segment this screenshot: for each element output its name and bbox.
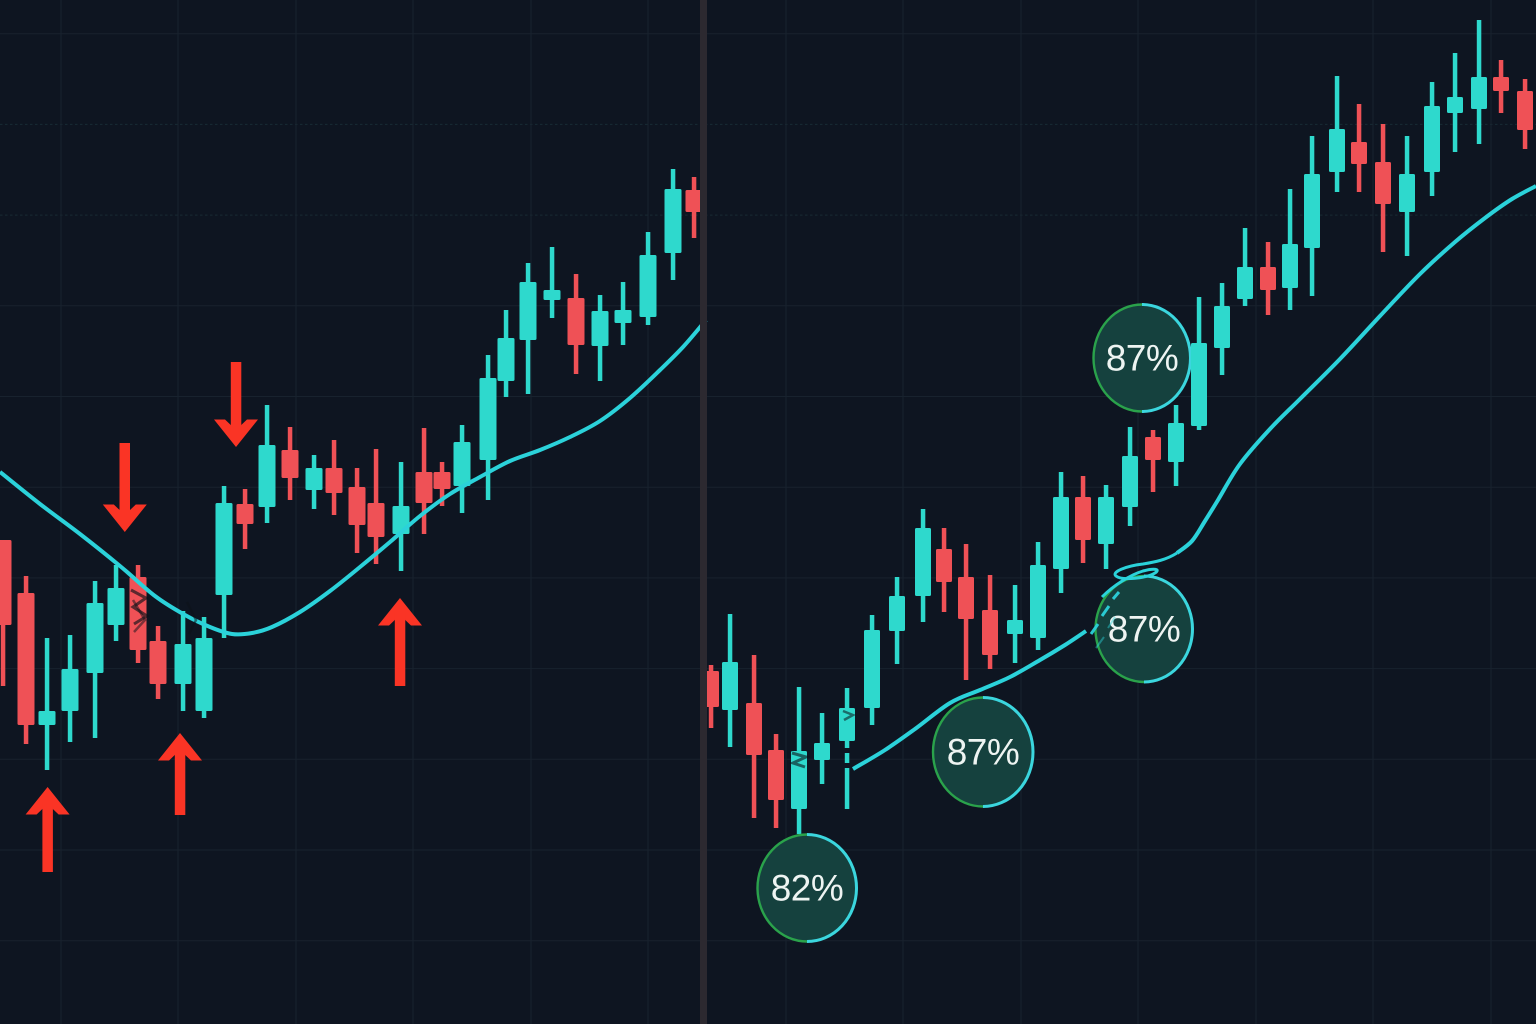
svg-text:87%: 87% (1106, 337, 1179, 378)
svg-text:82%: 82% (771, 867, 844, 908)
svg-text:87%: 87% (947, 731, 1020, 772)
svg-text:87%: 87% (1108, 608, 1181, 649)
